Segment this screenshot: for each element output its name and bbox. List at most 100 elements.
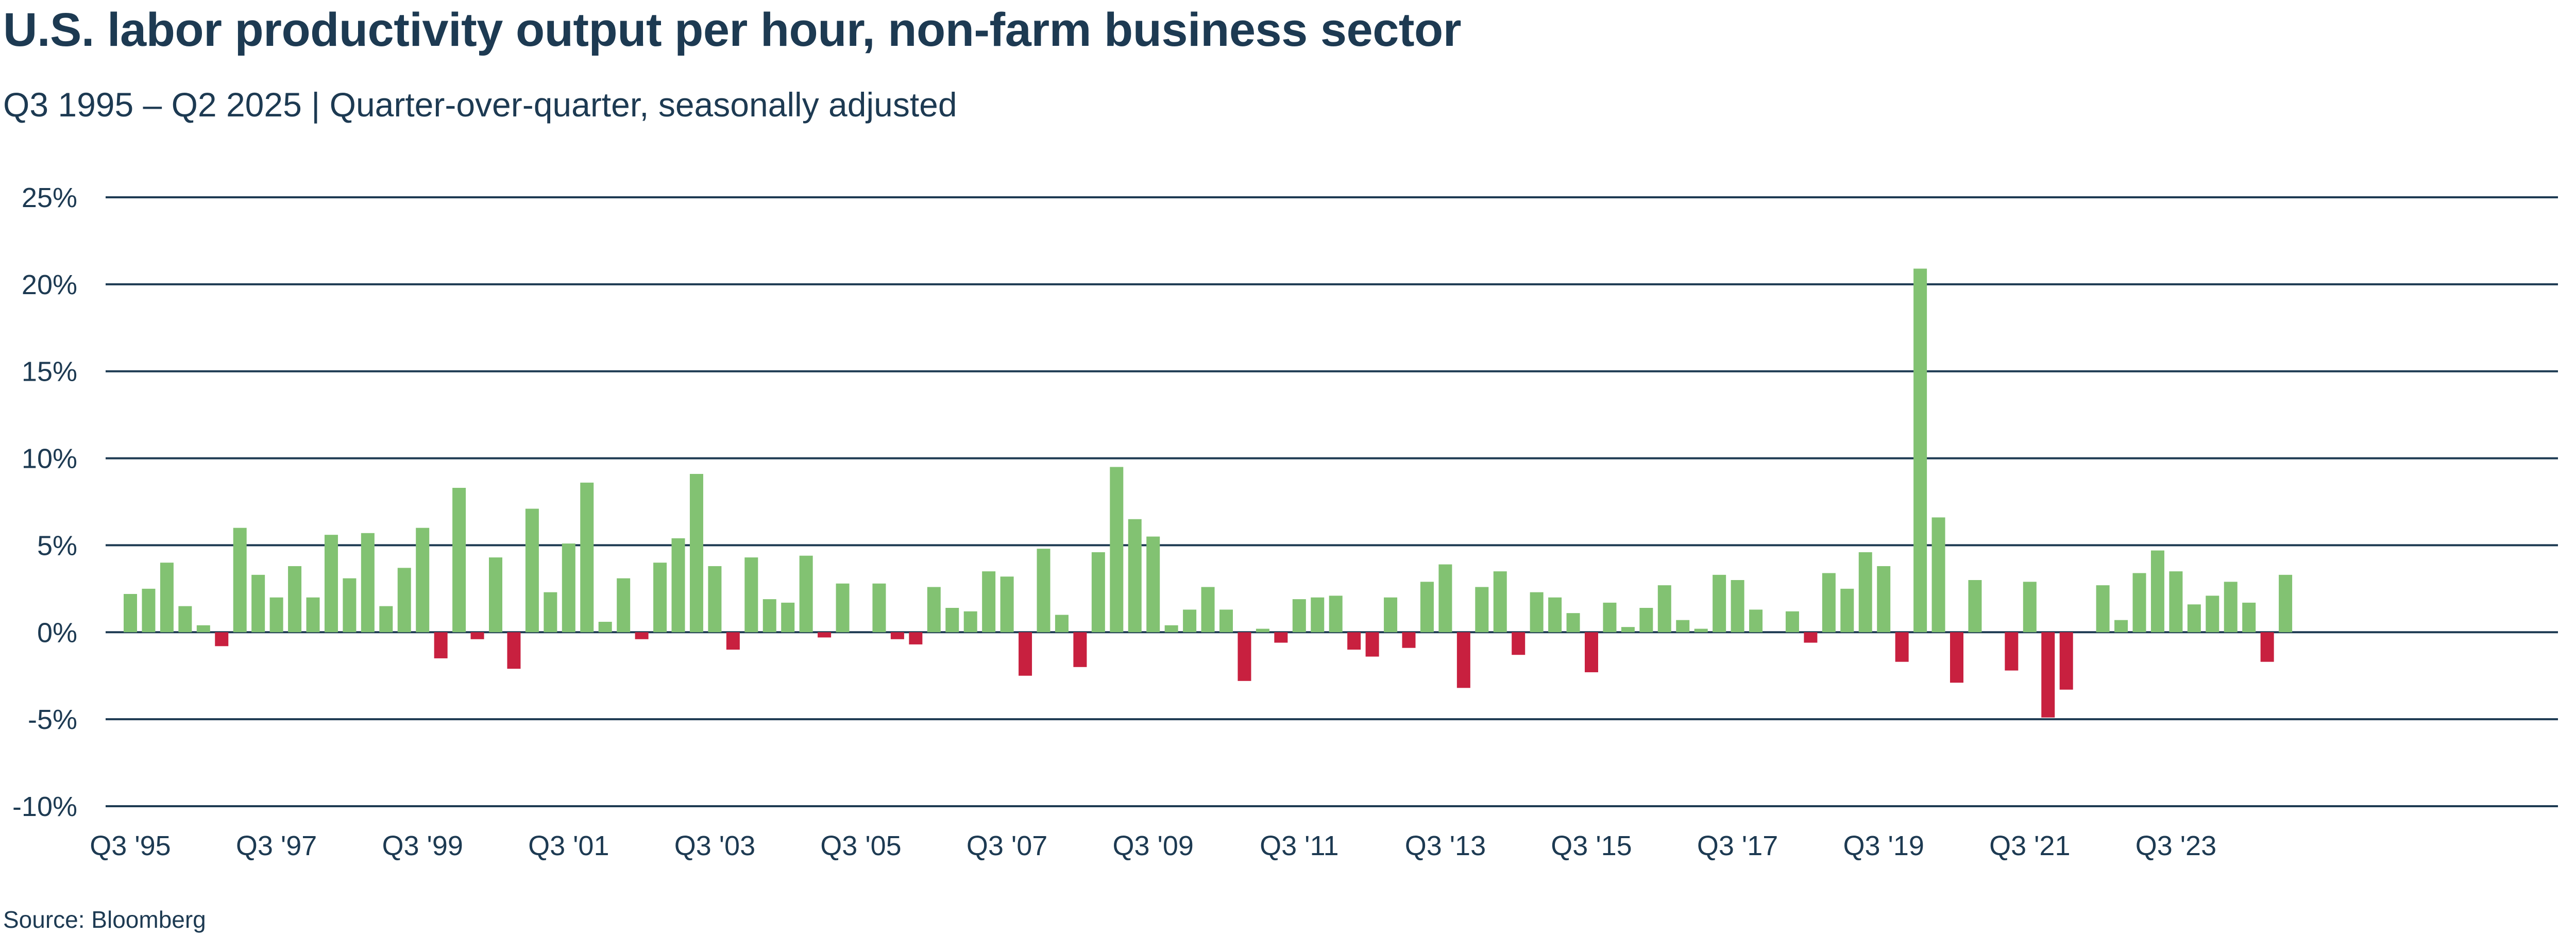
bar: [397, 568, 411, 633]
y-tick-label: 5%: [37, 530, 77, 561]
bar: [2187, 604, 2201, 633]
bar: [1146, 536, 1160, 633]
x-tick-label: Q3 '07: [967, 830, 1047, 861]
bars: [124, 268, 2293, 718]
bar: [1493, 571, 1507, 633]
bar: [836, 583, 850, 633]
bar: [945, 608, 959, 633]
bar: [1858, 552, 1872, 633]
y-tick-label: 20%: [22, 269, 77, 300]
x-tick-label: Q3 '17: [1697, 830, 1778, 861]
bar: [1530, 592, 1544, 633]
bar: [1420, 582, 1434, 633]
bar: [452, 487, 466, 633]
x-tick-label: Q3 '09: [1112, 830, 1193, 861]
bar: [2279, 574, 2293, 633]
bar: [434, 632, 448, 658]
bar: [2023, 582, 2037, 633]
bar: [2005, 632, 2019, 671]
x-tick-label: Q3 '03: [674, 830, 755, 861]
bar: [872, 583, 886, 633]
source-note: Source: Bloomberg: [3, 906, 206, 933]
bar: [1877, 566, 1891, 633]
x-tick-label: Q3 '15: [1551, 830, 1632, 861]
bar: [982, 571, 996, 633]
bar: [525, 508, 539, 633]
grid-layer: [106, 196, 2558, 807]
bar: [2114, 620, 2128, 633]
bar: [1585, 632, 1598, 672]
bar: [1128, 519, 1142, 633]
bar: [2059, 632, 2073, 690]
bar: [306, 597, 320, 633]
bar: [1037, 549, 1050, 633]
bar: [1548, 597, 1562, 633]
x-tick-label: Q3 '19: [1843, 830, 1924, 861]
bar: [1785, 611, 1799, 633]
bar: [1365, 632, 1379, 657]
x-tick-label: Q3 '05: [820, 830, 901, 861]
bar: [562, 543, 575, 633]
bar: [1091, 552, 1105, 633]
bar: [1219, 609, 1233, 633]
bar: [2169, 571, 2183, 633]
y-tick-label: -5%: [28, 704, 77, 735]
bar: [617, 578, 631, 633]
bar: [1274, 632, 1288, 643]
x-tick-label: Q3 '13: [1405, 830, 1486, 861]
bar: [2206, 596, 2219, 633]
bar: [1895, 632, 1909, 662]
bar: [1694, 628, 1708, 633]
bar: [1384, 597, 1398, 633]
bar: [689, 473, 703, 633]
bar: [653, 563, 667, 633]
bar: [124, 593, 137, 633]
bar: [1913, 268, 1927, 633]
bar: [343, 578, 357, 633]
bar: [799, 555, 813, 633]
x-tick-label: Q3 '95: [90, 830, 171, 861]
bar: [196, 625, 210, 633]
bar: [215, 632, 229, 647]
x-tick-label: Q3 '21: [1989, 830, 2070, 861]
bar: [1000, 576, 1014, 633]
bar: [635, 632, 649, 639]
bar: [963, 611, 977, 633]
bar: [470, 632, 484, 639]
x-tick-label: Q3 '97: [236, 830, 317, 861]
bar: [233, 528, 247, 633]
bar: [1329, 596, 1343, 633]
bar: [1840, 588, 1854, 633]
bar: [142, 588, 156, 633]
bar: [1804, 632, 1818, 643]
bar: [2150, 550, 2164, 633]
bar: [744, 557, 758, 633]
bar: [890, 632, 904, 639]
bar: [2224, 582, 2238, 633]
bar: [544, 592, 557, 633]
bar: [1566, 613, 1580, 633]
bar: [927, 587, 941, 633]
bar: [507, 632, 521, 669]
x-tick-label: Q3 '23: [2136, 830, 2216, 861]
bar: [726, 632, 740, 650]
productivity-bar-chart: 25%20%15%10%5%0%-5%-10% Q3 '95 Q3 '97 Q3 '…: [12, 182, 2558, 861]
bar: [909, 632, 923, 644]
bar: [762, 599, 776, 633]
bar: [818, 632, 832, 638]
bar: [598, 622, 612, 633]
bar: [1438, 564, 1452, 633]
bar: [708, 566, 722, 633]
bar: [2242, 602, 2256, 633]
bar: [251, 574, 265, 633]
bar: [1311, 597, 1325, 633]
bar: [1676, 620, 1690, 633]
bar: [361, 533, 375, 633]
y-tick-label: 0%: [37, 617, 77, 648]
bar: [1456, 632, 1470, 688]
x-tick-label: Q3 '11: [1260, 830, 1338, 861]
bar: [1292, 599, 1306, 633]
y-tick-label: 25%: [22, 182, 77, 213]
bar: [1201, 587, 1215, 633]
bar: [580, 482, 594, 633]
